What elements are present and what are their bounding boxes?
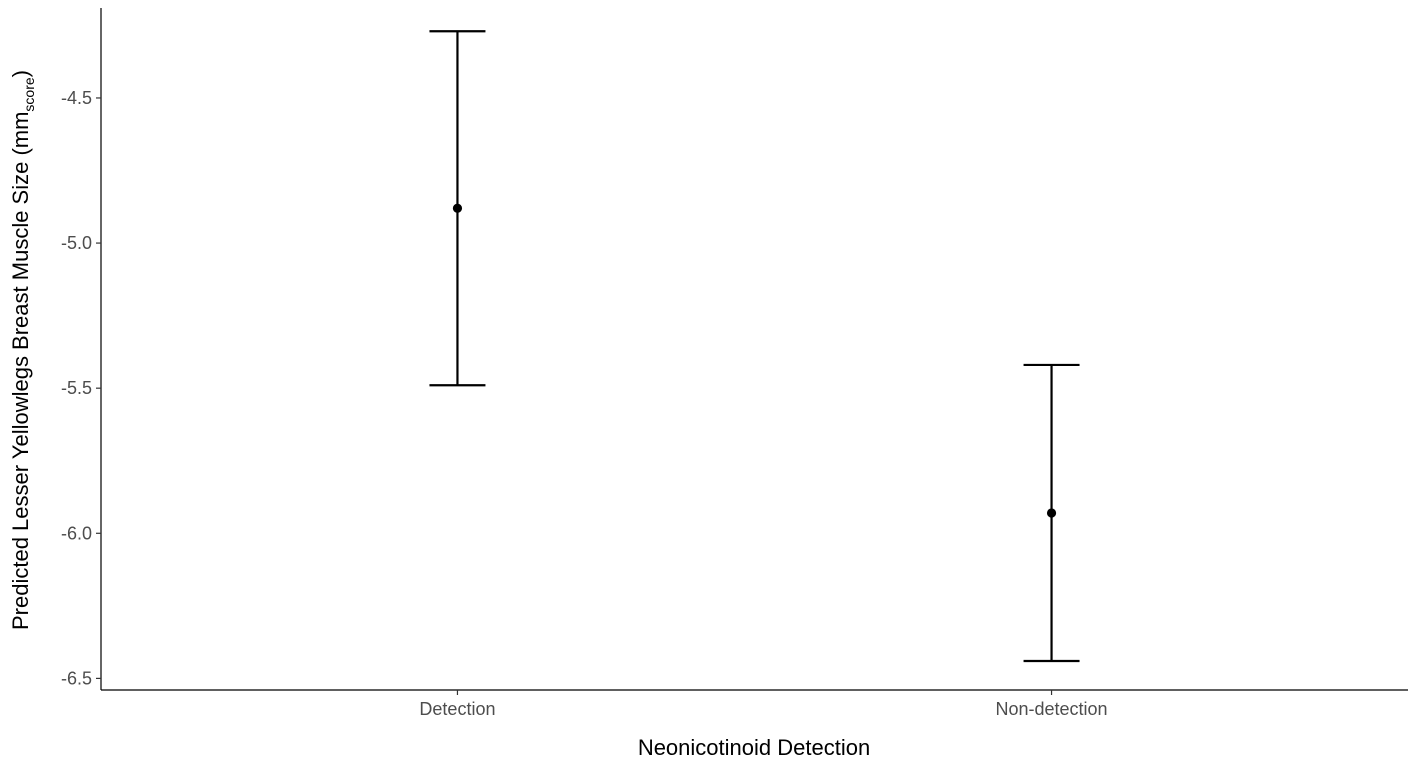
y-tick-label: -6.0 <box>61 523 92 543</box>
y-axis-title-close: ) <box>8 70 33 77</box>
y-axis-title: Predicted Lesser Yellowlegs Breast Muscl… <box>8 70 37 630</box>
y-axis-title-subscript: score <box>21 77 37 111</box>
x-tick-label: Detection <box>419 699 495 719</box>
estimate-point <box>1046 508 1057 518</box>
y-tick-label: -5.0 <box>61 233 92 253</box>
x-tick-label: Non-detection <box>996 699 1108 719</box>
axes <box>100 8 1408 691</box>
y-axis-title-main: Predicted Lesser Yellowlegs Breast Muscl… <box>8 112 33 630</box>
x-ticks: Detection Non-detection <box>419 690 1108 719</box>
x-axis-title: Neonicotinoid Detection <box>638 735 870 760</box>
errorbar-group <box>429 30 486 387</box>
y-tick-label: -5.5 <box>61 378 92 398</box>
estimate-point <box>452 203 463 213</box>
y-tick-label: -6.5 <box>61 668 92 688</box>
y-ticks: -4.5 -5.0 -5.5 -6.0 -6.5 <box>61 88 101 688</box>
errorbar-group <box>1023 363 1080 663</box>
plot-area <box>429 30 1080 663</box>
y-tick-label: -4.5 <box>61 88 92 108</box>
